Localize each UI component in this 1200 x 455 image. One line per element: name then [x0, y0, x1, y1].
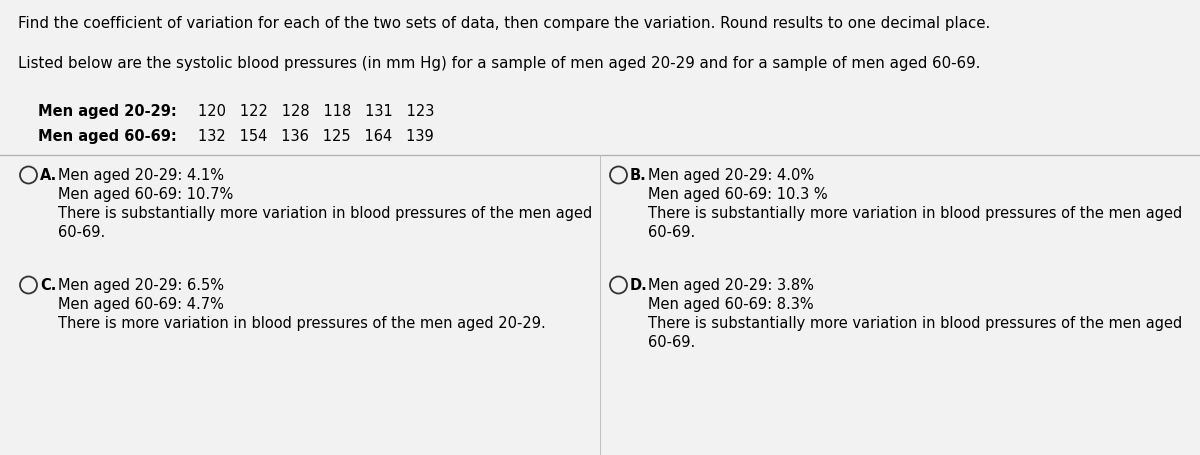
Text: C.: C. [40, 278, 56, 293]
Text: Men aged 20-29:: Men aged 20-29: [38, 104, 176, 119]
Text: Men aged 60-69: 10.7%: Men aged 60-69: 10.7% [58, 187, 233, 202]
Text: There is more variation in blood pressures of the men aged 20-29.: There is more variation in blood pressur… [58, 316, 546, 331]
Text: D.: D. [630, 278, 648, 293]
Text: Men aged 20-29: 6.5%: Men aged 20-29: 6.5% [58, 278, 224, 293]
Text: 60-69.: 60-69. [648, 225, 695, 240]
Text: A.: A. [40, 168, 58, 183]
Text: Men aged 20-29: 3.8%: Men aged 20-29: 3.8% [648, 278, 814, 293]
Text: There is substantially more variation in blood pressures of the men aged: There is substantially more variation in… [58, 206, 593, 221]
Text: 60-69.: 60-69. [58, 225, 106, 240]
Text: Men aged 60-69: 8.3%: Men aged 60-69: 8.3% [648, 297, 814, 312]
Text: Men aged 20-29: 4.0%: Men aged 20-29: 4.0% [648, 168, 814, 183]
Text: There is substantially more variation in blood pressures of the men aged: There is substantially more variation in… [648, 206, 1182, 221]
Text: B.: B. [630, 168, 647, 183]
Text: There is substantially more variation in blood pressures of the men aged: There is substantially more variation in… [648, 316, 1182, 331]
Text: Listed below are the systolic blood pressures (in mm Hg) for a sample of men age: Listed below are the systolic blood pres… [18, 56, 980, 71]
Text: Men aged 60-69: 10.3 %: Men aged 60-69: 10.3 % [648, 187, 828, 202]
Text: 132   154   136   125   164   139: 132 154 136 125 164 139 [198, 129, 433, 144]
Text: 120   122   128   118   131   123: 120 122 128 118 131 123 [198, 104, 434, 119]
Text: Men aged 60-69:: Men aged 60-69: [38, 129, 176, 144]
Text: Men aged 60-69: 4.7%: Men aged 60-69: 4.7% [58, 297, 224, 312]
Text: 60-69.: 60-69. [648, 335, 695, 350]
Text: Men aged 20-29: 4.1%: Men aged 20-29: 4.1% [58, 168, 224, 183]
Text: Find the coefficient of variation for each of the two sets of data, then compare: Find the coefficient of variation for ea… [18, 16, 990, 31]
